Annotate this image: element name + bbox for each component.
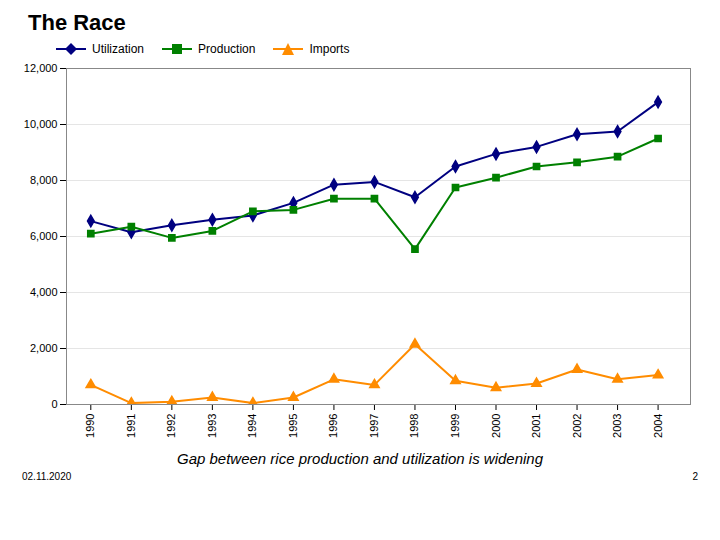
svg-text:2000: 2000 (490, 414, 502, 438)
svg-text:4,000: 4,000 (30, 286, 58, 298)
svg-text:1990: 1990 (84, 414, 96, 438)
svg-text:1996: 1996 (327, 414, 339, 438)
svg-text:0: 0 (51, 398, 57, 410)
html-text:Gap between rice production an: Gap between rice production and utilizat… (177, 450, 543, 467)
svg-text:12,000: 12,000 (24, 62, 58, 74)
html-text:The Race: The Race (28, 10, 126, 35)
svg-text:6,000: 6,000 (30, 230, 58, 242)
svg-text:2,000: 2,000 (30, 342, 58, 354)
svg-text:1991: 1991 (125, 414, 137, 438)
html-text:Imports: Imports (309, 42, 350, 56)
svg-text:2002: 2002 (571, 414, 583, 438)
svg-text:10,000: 10,000 (24, 118, 58, 130)
svg-text:1994: 1994 (246, 414, 258, 438)
html-text:Utilization: Utilization (92, 42, 144, 56)
svg-text:1999: 1999 (449, 414, 461, 438)
svg-text:1998: 1998 (408, 414, 420, 438)
svg-text:1993: 1993 (206, 414, 218, 438)
svg-text:2001: 2001 (530, 414, 542, 438)
html-text:2: 2 (692, 471, 698, 482)
svg-text:2003: 2003 (611, 414, 623, 438)
html-text:Production: Production (198, 42, 256, 56)
html-text:02.11.2020: 02.11.2020 (22, 471, 72, 482)
svg-text:2004: 2004 (652, 414, 664, 438)
svg-text:1992: 1992 (165, 414, 177, 438)
svg-text:1997: 1997 (368, 414, 380, 438)
svg-text:1995: 1995 (287, 414, 299, 438)
svg-text:8,000: 8,000 (30, 174, 58, 186)
